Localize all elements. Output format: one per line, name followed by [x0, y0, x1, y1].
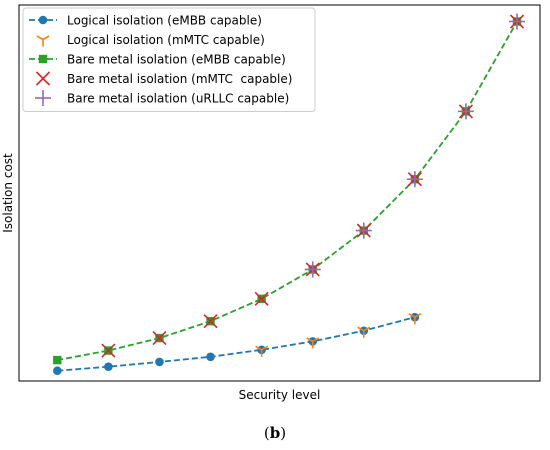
figure-caption: (b) [0, 424, 550, 442]
y-axis-label: Isolation cost [1, 153, 15, 233]
series-layer [53, 13, 526, 376]
series-4 [304, 13, 526, 278]
series-3-point-2 [203, 314, 218, 329]
series-2-point-0 [53, 355, 62, 365]
series-1-point-2-stroke-c [363, 326, 371, 332]
legend-box [22, 7, 316, 112]
legend-marker-0-shape [38, 15, 48, 25]
series-1-point-0 [255, 345, 269, 357]
caption-open-paren: ( [263, 424, 270, 442]
series-0-point-3 [206, 352, 215, 362]
legend-marker-2 [38, 54, 48, 64]
series-1-point-2-stroke-b [357, 326, 365, 332]
series-1-point-0-stroke-b [255, 345, 263, 351]
series-0-point-3-shape [206, 352, 215, 362]
series-0 [53, 312, 420, 376]
series-0-point-1-shape [104, 362, 113, 371]
series-1-point-1-stroke-c [312, 337, 320, 343]
legend-label-0: Logical isolation (eMBB capable) [67, 14, 262, 28]
series-1-point-0-stroke-c [261, 345, 269, 351]
series-3-point-1 [152, 331, 167, 346]
chart-canvas: Security level Isolation cost Logical is… [1, 4, 541, 402]
legend-label-4: Bare metal isolation (uRLLC capable) [67, 92, 289, 106]
series-3-point-3 [254, 291, 269, 306]
legend-marker-4 [35, 90, 51, 106]
series-1-point-3 [408, 312, 422, 325]
series-4-point-3 [457, 103, 474, 120]
legend-label-1: Logical isolation (mMTC capable) [67, 33, 265, 47]
series-1 [255, 312, 422, 357]
series-3 [101, 14, 525, 358]
legend-marker-1-stroke-c [42, 35, 50, 41]
caption-close-paren: ) [280, 424, 287, 442]
legend-marker-0 [38, 15, 48, 25]
series-0-point-1 [104, 362, 113, 371]
legend-label-2: Bare metal isolation (eMBB capable) [67, 53, 286, 67]
legend: Logical isolation (eMBB capable) Logical … [22, 7, 316, 112]
series-3-point-2-stroke-b [203, 314, 218, 329]
legend-marker-1-stroke-b [36, 35, 44, 41]
series-4-point-0 [304, 261, 321, 278]
series-3-point-0-stroke-b [101, 343, 116, 358]
series-4-point-2 [406, 171, 423, 188]
legend-label-3: Bare metal isolation (mMTC capable) [67, 72, 292, 86]
legend-marker-3 [35, 71, 51, 86]
legend-marker-1 [36, 35, 50, 47]
series-3-point-1-stroke-b [152, 331, 167, 346]
series-3-point-0 [101, 343, 116, 358]
series-4-point-1 [355, 222, 372, 239]
legend-marker-3-stroke-b [35, 71, 51, 86]
x-axis-label: Security level [239, 388, 321, 402]
series-1-point-3-stroke-b [408, 312, 416, 318]
caption-letter: b [269, 424, 281, 442]
series-0-point-0-shape [53, 366, 62, 376]
series-0-point-2 [155, 357, 164, 367]
series-2-line [57, 21, 518, 361]
series-1-point-2 [357, 326, 371, 338]
series-0-line [57, 316, 416, 372]
series-3-point-3-stroke-b [254, 291, 269, 306]
series-0-point-2-shape [155, 357, 164, 367]
series-1-point-1-stroke-b [306, 337, 314, 343]
series-1-point-1 [306, 337, 320, 349]
legend-marker-2-shape [38, 54, 48, 64]
axes-frame [18, 4, 541, 382]
series-0-point-0 [53, 366, 62, 376]
series-1-point-3-stroke-c [414, 312, 422, 318]
series-4-point-4 [509, 13, 526, 30]
series-2-point-0-shape [53, 355, 62, 365]
